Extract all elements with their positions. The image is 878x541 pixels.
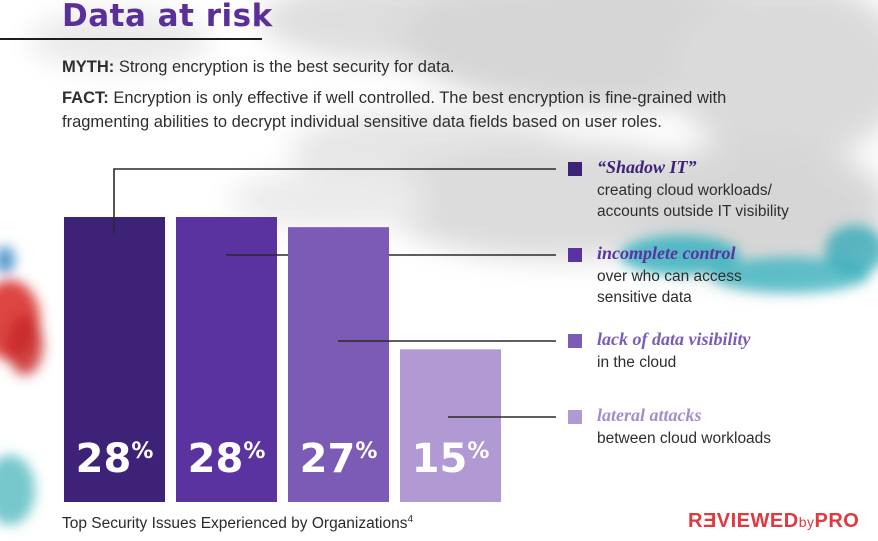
legend-swatch	[568, 248, 582, 262]
bar-value-label: 27%	[300, 436, 378, 482]
legend-title: “Shadow IT”	[597, 157, 697, 177]
watermark-part-by: by	[798, 514, 815, 530]
myth-statement: MYTH: Strong encryption is the best secu…	[62, 58, 455, 77]
myth-label: MYTH:	[62, 58, 115, 76]
legend-description: in the cloud	[597, 354, 677, 371]
leader-line	[113, 168, 556, 234]
watermark-part-reviewed: RƎVIEWED	[688, 510, 799, 532]
fact-text: Encryption is only effective if well con…	[62, 89, 727, 131]
legend-swatch	[568, 334, 582, 348]
bar-value-label: 15%	[412, 436, 490, 482]
fact-label: FACT:	[62, 89, 109, 107]
legend-title: lateral attacks	[597, 405, 702, 425]
bar-shadow-it	[64, 217, 165, 502]
legend-description: creating cloud workloads/ accounts outsi…	[597, 182, 789, 220]
watermark-logo: RƎVIEWEDbyPRO	[688, 510, 859, 533]
page-title: Data at risk	[62, 0, 273, 34]
chart-title: Top Security Issues Experienced by Organ…	[62, 515, 408, 533]
legend-swatch	[568, 162, 582, 176]
watermark-part-pro: PRO	[814, 510, 860, 532]
bar-value-label: 28%	[76, 436, 154, 482]
chart-caption: Top Security Issues Experienced by Organ…	[62, 514, 413, 533]
bar-incomplete-control	[176, 217, 277, 502]
footnote-marker: 4	[407, 514, 414, 525]
legend-title: lack of data visibility	[597, 329, 751, 349]
legend-description: over who can access sensitive data	[597, 268, 742, 306]
fact-statement: FACT: Encryption is only effective if we…	[62, 86, 782, 134]
legend-description: between cloud workloads	[597, 430, 772, 447]
bar-value-label: 28%	[188, 436, 266, 482]
bar-lateral-attacks	[400, 349, 501, 502]
legend-title: incomplete control	[597, 243, 736, 263]
legend-swatch	[568, 410, 582, 424]
myth-text: Strong encryption is the best security f…	[114, 58, 455, 76]
bar-lack-of-data-visibility	[288, 227, 389, 502]
title-underline	[0, 38, 262, 40]
